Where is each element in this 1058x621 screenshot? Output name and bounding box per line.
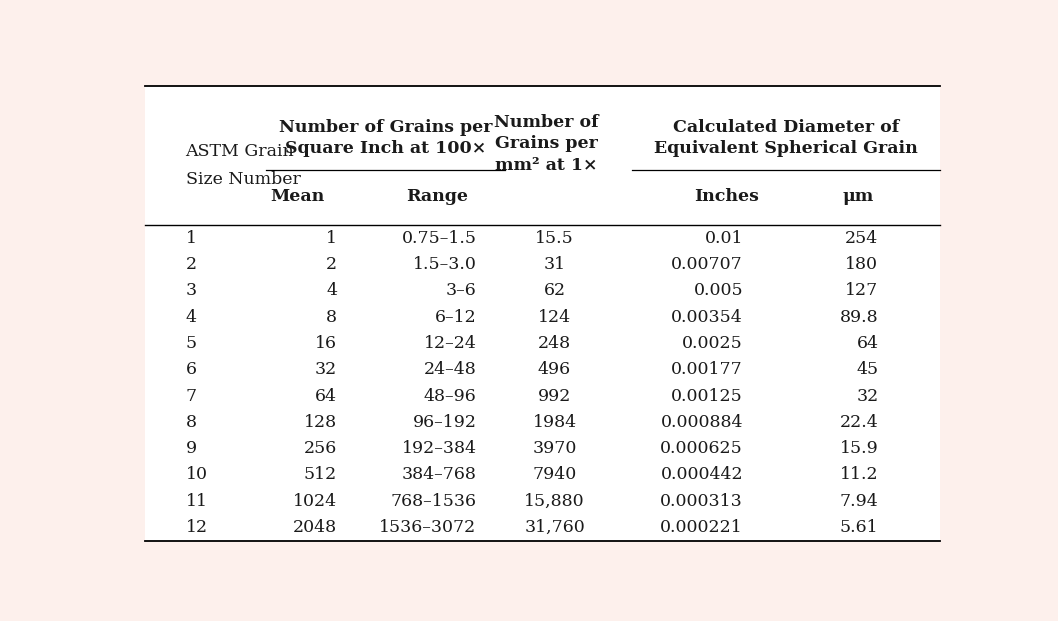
Text: 496: 496 <box>537 361 571 378</box>
Text: 32: 32 <box>856 388 878 405</box>
Text: 45: 45 <box>856 361 878 378</box>
Text: 1984: 1984 <box>532 414 577 431</box>
Text: 64: 64 <box>315 388 338 405</box>
Text: 0.000221: 0.000221 <box>660 519 743 536</box>
Text: 254: 254 <box>845 230 878 247</box>
Text: Equivalent Spherical Grain: Equivalent Spherical Grain <box>654 140 918 157</box>
Text: 124: 124 <box>537 309 571 325</box>
Text: 127: 127 <box>845 283 878 299</box>
Text: 992: 992 <box>537 388 571 405</box>
Text: 11.2: 11.2 <box>840 466 878 484</box>
Text: 2: 2 <box>326 256 338 273</box>
Text: 192–384: 192–384 <box>402 440 476 457</box>
Text: 48–96: 48–96 <box>424 388 476 405</box>
Text: Square Inch at 100×: Square Inch at 100× <box>285 140 487 157</box>
Text: 3–6: 3–6 <box>445 283 476 299</box>
Text: 3: 3 <box>185 283 197 299</box>
Text: 0.00177: 0.00177 <box>672 361 743 378</box>
Text: Inches: Inches <box>694 188 760 205</box>
Text: 7940: 7940 <box>532 466 577 484</box>
Text: μm: μm <box>842 188 874 205</box>
Text: 31,760: 31,760 <box>524 519 585 536</box>
Text: 384–768: 384–768 <box>402 466 476 484</box>
Text: Range: Range <box>406 188 469 205</box>
Text: 15,880: 15,880 <box>524 493 585 510</box>
Text: 6–12: 6–12 <box>435 309 476 325</box>
Text: Size Number: Size Number <box>185 171 300 188</box>
Text: mm² at 1×: mm² at 1× <box>495 157 598 174</box>
Text: Number of Grains per: Number of Grains per <box>279 119 492 135</box>
Text: 4: 4 <box>326 283 338 299</box>
Text: 1536–3072: 1536–3072 <box>380 519 476 536</box>
Text: 15.5: 15.5 <box>535 230 573 247</box>
Text: 256: 256 <box>304 440 338 457</box>
Text: 0.00707: 0.00707 <box>672 256 743 273</box>
Text: 3970: 3970 <box>532 440 577 457</box>
Text: 12–24: 12–24 <box>424 335 476 352</box>
Text: 8: 8 <box>185 414 197 431</box>
Text: 0.00354: 0.00354 <box>672 309 743 325</box>
Text: 512: 512 <box>304 466 338 484</box>
Text: 2: 2 <box>185 256 197 273</box>
Text: 5: 5 <box>185 335 197 352</box>
Text: ASTM Grain: ASTM Grain <box>185 143 294 160</box>
Text: 1: 1 <box>185 230 197 247</box>
Text: 11: 11 <box>185 493 207 510</box>
Text: 0.000625: 0.000625 <box>660 440 743 457</box>
Text: 5.61: 5.61 <box>840 519 878 536</box>
Text: 0.000442: 0.000442 <box>660 466 743 484</box>
Text: 2048: 2048 <box>293 519 338 536</box>
Text: 7: 7 <box>185 388 197 405</box>
Text: 128: 128 <box>304 414 338 431</box>
Text: 96–192: 96–192 <box>413 414 476 431</box>
Text: 62: 62 <box>544 283 566 299</box>
Text: 6: 6 <box>185 361 197 378</box>
Text: Calculated Diameter of: Calculated Diameter of <box>673 119 899 135</box>
Text: 15.9: 15.9 <box>840 440 878 457</box>
Text: 8: 8 <box>326 309 338 325</box>
Text: Mean: Mean <box>271 188 325 205</box>
Text: 248: 248 <box>537 335 571 352</box>
Text: 1024: 1024 <box>293 493 338 510</box>
Text: 12: 12 <box>185 519 207 536</box>
Text: 1.5–3.0: 1.5–3.0 <box>413 256 476 273</box>
Text: 0.000313: 0.000313 <box>660 493 743 510</box>
Text: Grains per: Grains per <box>495 135 598 152</box>
Text: 9: 9 <box>185 440 197 457</box>
Text: 0.00125: 0.00125 <box>672 388 743 405</box>
Text: 32: 32 <box>315 361 338 378</box>
Text: 10: 10 <box>185 466 207 484</box>
Text: 31: 31 <box>544 256 566 273</box>
Text: 24–48: 24–48 <box>424 361 476 378</box>
Text: 4: 4 <box>185 309 197 325</box>
Text: 16: 16 <box>315 335 338 352</box>
Text: 22.4: 22.4 <box>840 414 878 431</box>
Text: 0.000884: 0.000884 <box>660 414 743 431</box>
Text: Number of: Number of <box>494 114 599 131</box>
Text: 768–1536: 768–1536 <box>390 493 476 510</box>
Text: 0.005: 0.005 <box>693 283 743 299</box>
Text: 0.0025: 0.0025 <box>682 335 743 352</box>
Text: 180: 180 <box>845 256 878 273</box>
Text: 64: 64 <box>856 335 878 352</box>
Text: 7.94: 7.94 <box>840 493 878 510</box>
Text: 0.75–1.5: 0.75–1.5 <box>402 230 476 247</box>
Text: 89.8: 89.8 <box>840 309 878 325</box>
Text: 0.01: 0.01 <box>705 230 743 247</box>
Text: 1: 1 <box>326 230 338 247</box>
